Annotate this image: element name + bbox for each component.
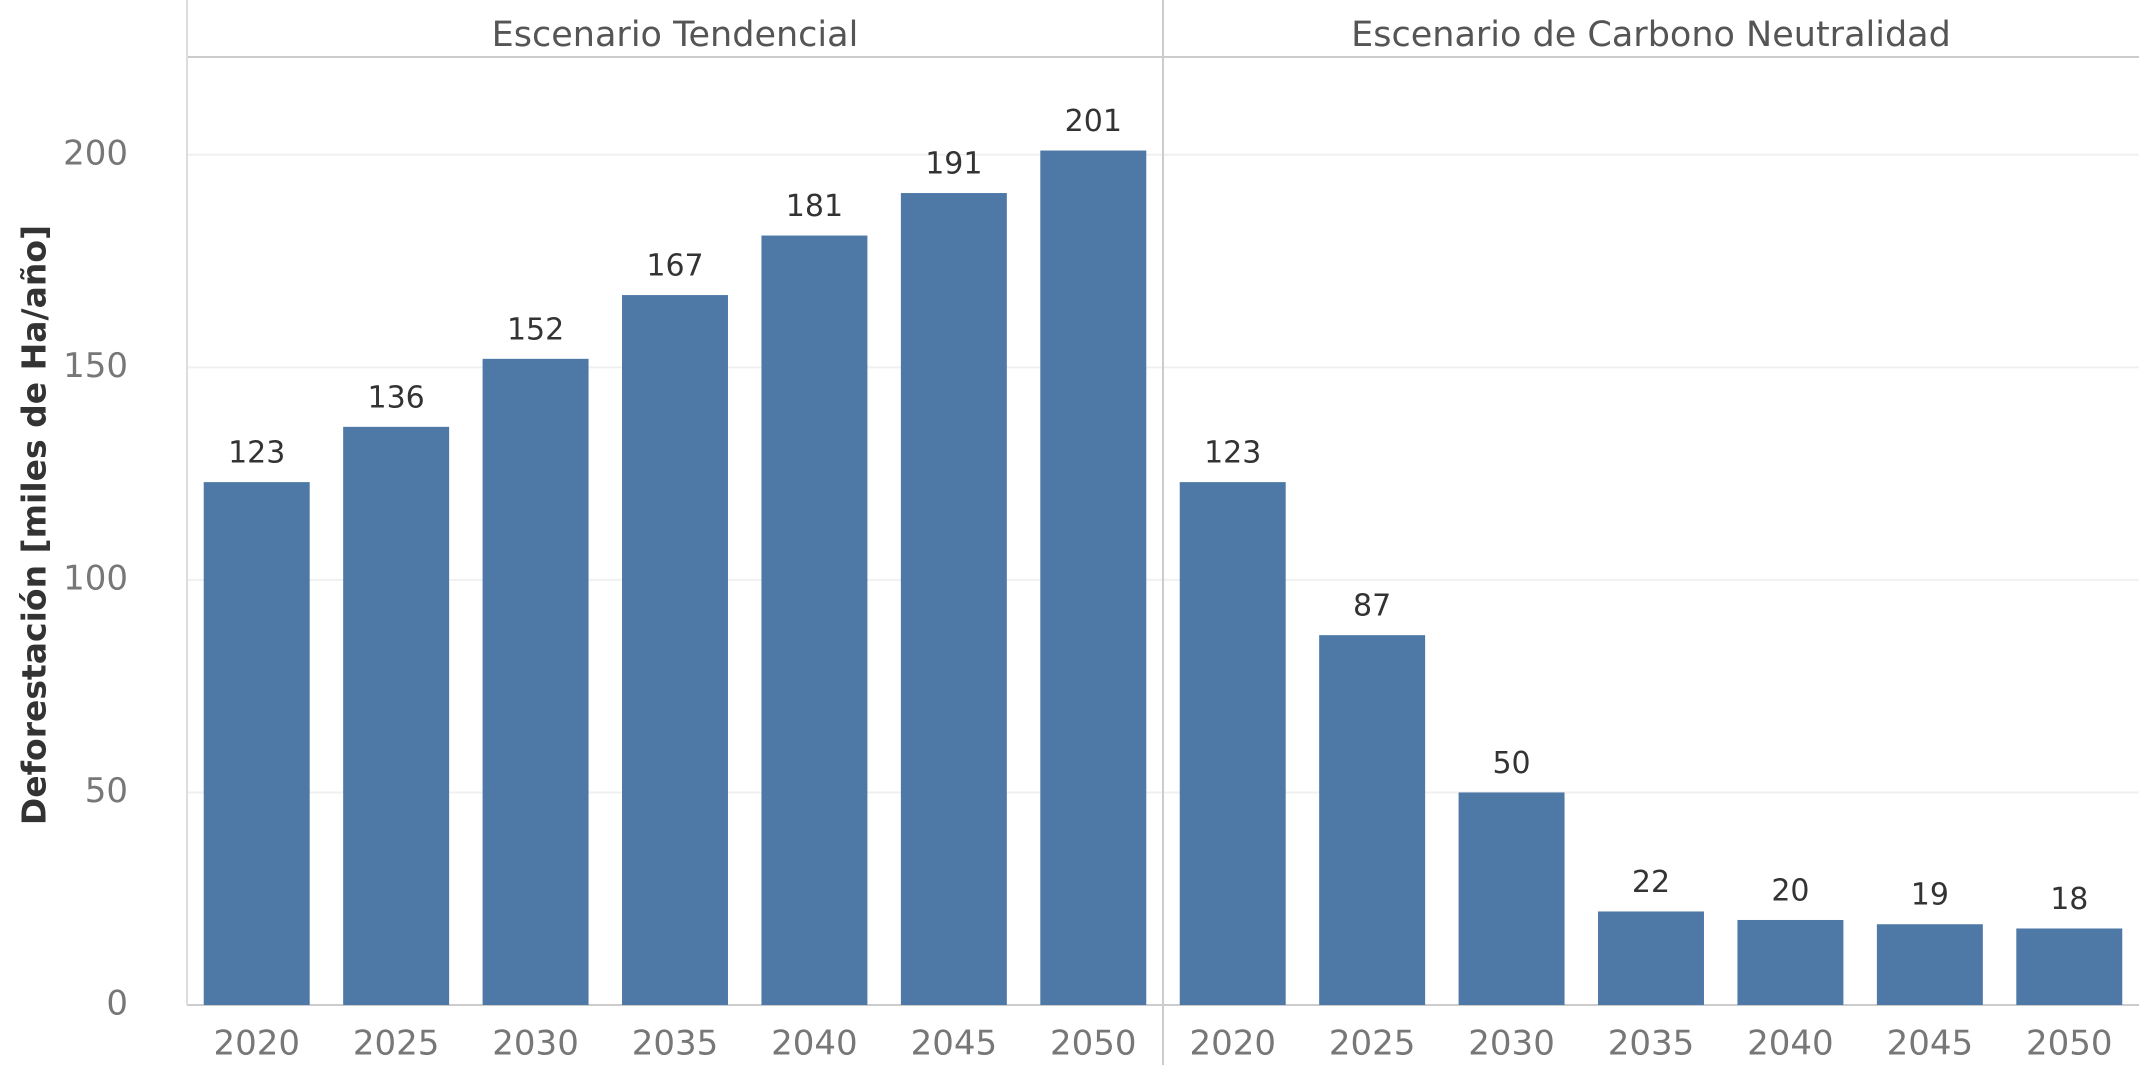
x-tick-label: 2045 bbox=[911, 1024, 998, 1064]
data-label: 19 bbox=[1911, 878, 1949, 913]
bar bbox=[1876, 924, 1983, 1005]
x-tick-label: 2050 bbox=[2026, 1024, 2113, 1064]
bar bbox=[1598, 911, 1704, 1005]
data-label: 191 bbox=[925, 147, 982, 182]
panel-title: Escenario de Carbono Neutralidad bbox=[1351, 15, 1951, 55]
data-label: 167 bbox=[646, 249, 703, 284]
y-tick-label: 100 bbox=[63, 558, 128, 598]
data-label: 22 bbox=[1632, 865, 1670, 900]
x-tick-label: 2040 bbox=[771, 1024, 858, 1064]
bar bbox=[203, 482, 310, 1005]
bar bbox=[482, 358, 589, 1005]
y-tick-label: 150 bbox=[63, 346, 128, 386]
y-tick-label: 50 bbox=[85, 771, 128, 811]
data-label: 136 bbox=[368, 380, 425, 415]
y-tick-label: 0 bbox=[106, 984, 128, 1024]
bar bbox=[1458, 792, 1565, 1005]
data-label: 123 bbox=[1204, 436, 1261, 471]
bar bbox=[761, 235, 868, 1005]
data-label: 18 bbox=[2050, 882, 2088, 917]
x-tick-label: 2035 bbox=[632, 1024, 719, 1064]
x-tick-label: 2025 bbox=[1329, 1024, 1416, 1064]
data-label: 152 bbox=[507, 312, 564, 347]
data-label: 20 bbox=[1771, 873, 1809, 908]
bar bbox=[1040, 150, 1147, 1005]
bar bbox=[900, 193, 1007, 1005]
bar bbox=[1179, 482, 1286, 1005]
x-tick-label: 2020 bbox=[213, 1024, 300, 1064]
x-tick-label: 2050 bbox=[1050, 1024, 1137, 1064]
bar bbox=[2016, 928, 2123, 1005]
bar bbox=[1737, 919, 1844, 1005]
data-label: 201 bbox=[1065, 104, 1122, 139]
x-tick-label: 2025 bbox=[353, 1024, 440, 1064]
bar bbox=[1319, 635, 1426, 1005]
data-label: 181 bbox=[786, 189, 843, 224]
x-tick-label: 2020 bbox=[1189, 1024, 1276, 1064]
y-tick-label: 200 bbox=[63, 133, 128, 173]
x-tick-label: 2030 bbox=[492, 1024, 579, 1064]
bar bbox=[622, 295, 728, 1006]
data-label: 123 bbox=[228, 436, 285, 471]
data-label: 50 bbox=[1492, 746, 1530, 781]
bar bbox=[343, 426, 450, 1005]
x-tick-label: 2030 bbox=[1468, 1024, 1555, 1064]
panel-title: Escenario Tendencial bbox=[492, 15, 859, 55]
x-tick-label: 2035 bbox=[1608, 1024, 1695, 1064]
data-label: 87 bbox=[1353, 589, 1391, 624]
x-tick-label: 2040 bbox=[1747, 1024, 1834, 1064]
x-tick-label: 2045 bbox=[1887, 1024, 1974, 1064]
y-axis-label: Deforestación [miles de Ha/año] bbox=[15, 225, 54, 825]
